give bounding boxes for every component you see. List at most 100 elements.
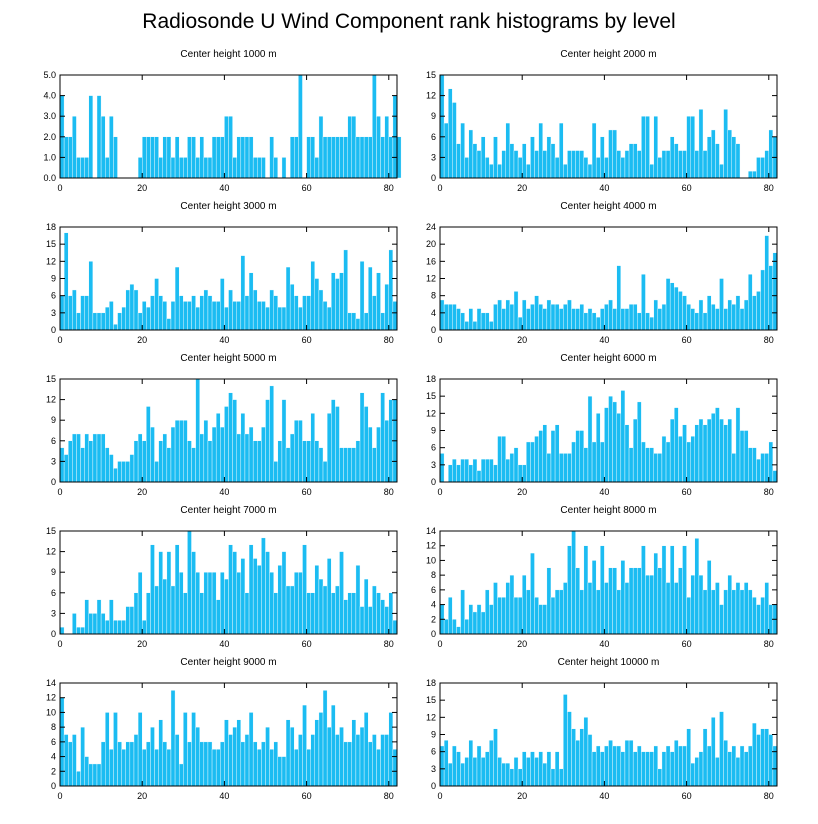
bar	[669, 282, 675, 331]
bar	[84, 295, 89, 331]
bar	[224, 719, 229, 787]
bar	[298, 306, 303, 331]
bar	[236, 572, 242, 635]
bar	[674, 143, 679, 179]
panel-title: Center height 3000 m	[180, 201, 276, 212]
bar	[694, 757, 700, 787]
x-tick-label: 60	[682, 487, 692, 497]
bar	[493, 728, 498, 787]
y-tick-label: 14	[426, 526, 436, 536]
bar	[314, 440, 320, 483]
bar	[141, 440, 147, 483]
bar	[355, 734, 361, 787]
bar	[760, 728, 765, 787]
panel-10: Center height 10000 m 0 3 6 9 12 15 18 0 20 40 60 80	[426, 657, 778, 801]
panel-title: Center height 1000 m	[180, 49, 276, 60]
y-tick-label: 12	[46, 693, 56, 703]
bar	[480, 611, 486, 635]
bar	[240, 558, 246, 635]
bar	[752, 447, 757, 483]
bar	[464, 757, 469, 787]
bar	[653, 299, 659, 331]
bar	[686, 597, 691, 635]
bar	[513, 447, 519, 483]
bar	[294, 749, 299, 787]
bar	[443, 619, 449, 635]
y-tick-label: 3	[431, 152, 436, 162]
bar	[756, 157, 761, 179]
bar	[526, 308, 531, 331]
bar	[137, 312, 143, 331]
bar	[595, 316, 601, 331]
bar	[616, 745, 622, 787]
bar	[439, 74, 445, 179]
panel-6: Center height 6000 m 0 3 6 9 12 15 18 0 20 40 60 80	[426, 353, 778, 497]
panel-8: Center height 8000 m 0 2 4 6 8 10 12 14 0 20 40 60 80	[426, 505, 778, 649]
bar	[653, 453, 659, 483]
bar	[343, 249, 348, 331]
bar	[384, 606, 389, 635]
bar	[706, 295, 712, 331]
bar	[129, 454, 135, 483]
bar	[281, 551, 287, 635]
bar	[616, 265, 622, 331]
bar	[678, 436, 683, 483]
bar	[244, 136, 250, 179]
bar	[468, 464, 474, 483]
bar	[220, 741, 225, 787]
bar	[579, 728, 585, 787]
bar	[236, 136, 242, 179]
bar	[376, 272, 381, 331]
bar	[215, 413, 221, 483]
bar	[183, 712, 188, 787]
bar	[489, 740, 494, 787]
bar	[339, 272, 344, 331]
bar	[380, 312, 385, 331]
y-tick-label: 6	[51, 588, 56, 598]
bar	[257, 440, 262, 483]
y-tick-label: 8	[431, 570, 436, 580]
bar	[591, 312, 597, 331]
bar	[109, 599, 114, 635]
bar	[748, 447, 753, 483]
bar	[199, 433, 205, 483]
bar	[154, 278, 159, 331]
bar	[509, 143, 515, 179]
bar	[207, 572, 213, 635]
bar	[690, 115, 696, 179]
bar	[620, 390, 626, 483]
bar	[530, 751, 535, 787]
bar	[743, 751, 749, 787]
bar	[546, 453, 552, 483]
bar	[538, 751, 543, 787]
bar	[203, 289, 209, 331]
bar	[637, 150, 642, 179]
y-tick-label: 3.0	[43, 111, 56, 121]
bar	[497, 597, 502, 635]
bar	[318, 447, 324, 483]
y-tick-label: 6	[431, 443, 436, 453]
bar	[595, 745, 601, 787]
bar	[384, 734, 389, 787]
bar	[637, 401, 642, 483]
bar	[448, 597, 453, 635]
bar	[96, 312, 102, 331]
bar	[92, 433, 98, 483]
bar	[72, 289, 77, 331]
bar	[306, 592, 311, 635]
x-tick-label: 60	[302, 335, 312, 345]
bar	[657, 308, 663, 331]
bar	[244, 592, 250, 635]
bar	[620, 751, 626, 787]
bar	[306, 749, 311, 787]
bar	[452, 745, 457, 787]
y-tick-label: 4.0	[43, 91, 56, 101]
bar	[117, 741, 122, 787]
bar	[252, 440, 258, 483]
bar	[166, 447, 172, 483]
bar	[240, 255, 246, 331]
bar	[178, 420, 184, 483]
bar	[645, 447, 650, 483]
bar	[137, 433, 143, 483]
y-tick-label: 18	[426, 678, 436, 688]
